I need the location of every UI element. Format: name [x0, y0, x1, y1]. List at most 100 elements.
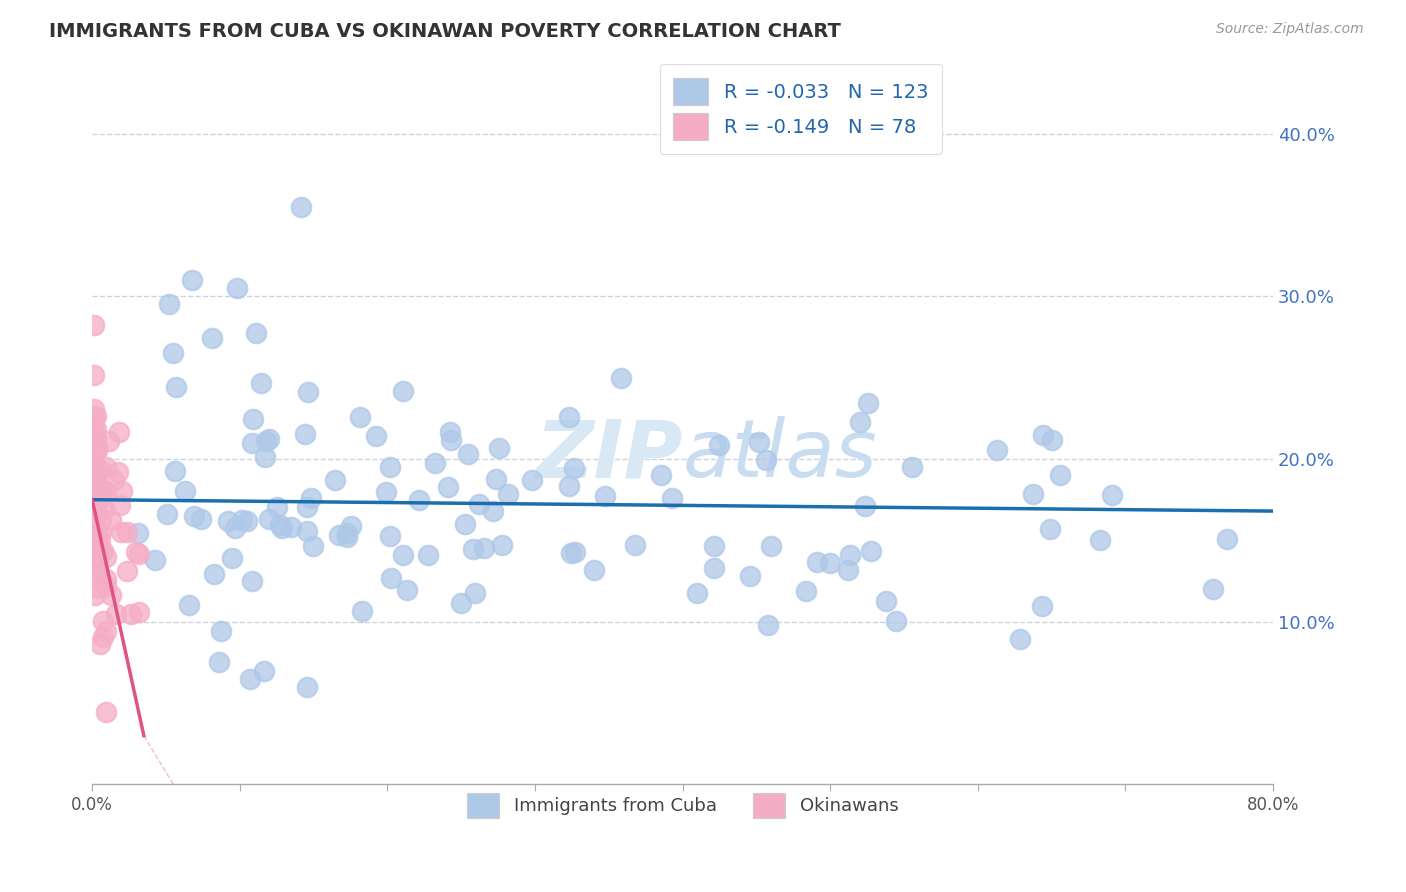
Point: [439, 425, 461, 440]
Point: [491, 538, 513, 552]
Point: [266, 500, 288, 515]
Point: [472, 541, 495, 556]
Point: [83, 410, 105, 425]
Point: [297, 524, 319, 538]
Point: [352, 604, 374, 618]
Point: [84, 459, 107, 474]
Point: [416, 548, 439, 562]
Point: [89, 637, 111, 651]
Point: [103, 473, 125, 487]
Point: [839, 548, 862, 562]
Point: [336, 525, 359, 540]
Point: [245, 326, 267, 341]
Point: [91, 544, 114, 558]
Point: [884, 614, 907, 628]
Point: [90, 463, 112, 477]
Point: [89, 533, 111, 548]
Point: [593, 489, 616, 503]
Point: [97, 434, 120, 448]
Point: [83, 508, 105, 522]
Point: [108, 498, 131, 512]
Point: [84, 432, 107, 446]
Point: [818, 557, 841, 571]
Point: [91, 484, 114, 499]
Point: [107, 425, 129, 439]
Point: [685, 586, 707, 600]
Point: [87, 565, 110, 579]
Text: IMMIGRANTS FROM CUBA VS OKINAWAN POVERTY CORRELATION CHART: IMMIGRANTS FROM CUBA VS OKINAWAN POVERTY…: [49, 22, 841, 41]
Point: [1039, 523, 1062, 537]
Point: [174, 484, 197, 499]
Point: [183, 509, 205, 524]
Point: [94, 460, 117, 475]
Point: [748, 434, 770, 449]
Point: [853, 499, 876, 513]
Point: [111, 484, 134, 499]
Point: [115, 565, 138, 579]
Point: [84, 545, 107, 559]
Point: [378, 529, 401, 543]
Point: [115, 524, 138, 539]
Point: [83, 558, 105, 573]
Point: [859, 544, 882, 558]
Point: [221, 551, 243, 566]
Point: [94, 483, 117, 498]
Point: [560, 546, 582, 560]
Point: [1040, 433, 1063, 447]
Point: [86, 469, 108, 483]
Point: [83, 514, 105, 528]
Point: [436, 480, 458, 494]
Point: [83, 423, 105, 437]
Point: [242, 411, 264, 425]
Point: [83, 455, 105, 469]
Point: [252, 664, 274, 678]
Point: [86, 534, 108, 549]
Point: [100, 589, 122, 603]
Point: [986, 442, 1008, 457]
Point: [86, 443, 108, 458]
Point: [208, 656, 231, 670]
Point: [84, 422, 107, 436]
Point: [294, 426, 316, 441]
Point: [125, 544, 148, 558]
Point: [84, 409, 107, 424]
Point: [1008, 632, 1031, 647]
Point: [201, 331, 224, 345]
Point: [1031, 599, 1053, 614]
Point: [297, 680, 319, 694]
Point: [290, 200, 312, 214]
Point: [582, 563, 605, 577]
Point: [339, 519, 361, 533]
Text: Source: ZipAtlas.com: Source: ZipAtlas.com: [1216, 22, 1364, 37]
Point: [1202, 582, 1225, 596]
Point: [94, 705, 117, 719]
Point: [336, 530, 359, 544]
Point: [226, 281, 249, 295]
Point: [83, 401, 105, 416]
Point: [120, 607, 142, 621]
Point: [1032, 428, 1054, 442]
Point: [485, 472, 508, 486]
Point: [224, 521, 246, 535]
Point: [107, 465, 129, 479]
Point: [83, 588, 105, 602]
Point: [217, 514, 239, 528]
Point: [349, 409, 371, 424]
Point: [707, 438, 730, 452]
Point: [104, 607, 127, 622]
Point: [703, 560, 725, 574]
Point: [740, 569, 762, 583]
Point: [94, 550, 117, 565]
Point: [295, 500, 318, 515]
Point: [83, 543, 105, 558]
Point: [84, 568, 107, 582]
Text: ZIP: ZIP: [536, 416, 682, 494]
Point: [837, 563, 859, 577]
Point: [396, 582, 419, 597]
Point: [280, 520, 302, 534]
Point: [901, 460, 924, 475]
Point: [84, 429, 107, 443]
Point: [423, 456, 446, 470]
Point: [806, 555, 828, 569]
Point: [143, 552, 166, 566]
